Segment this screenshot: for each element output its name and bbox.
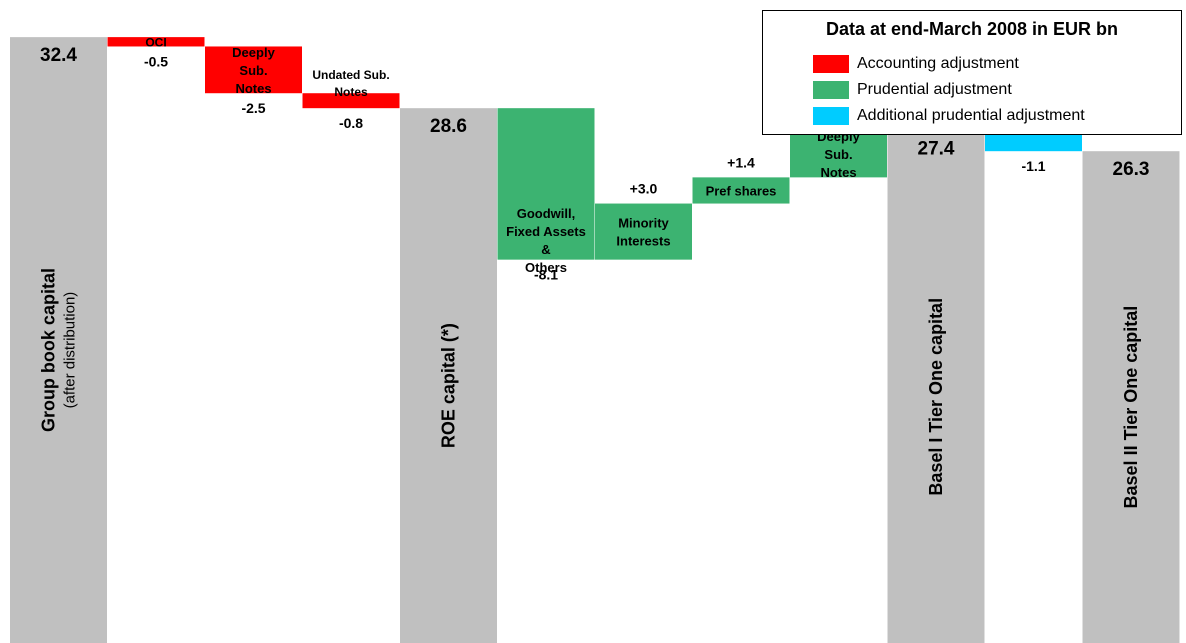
bar-3 (302, 93, 400, 109)
value-label-5: -8.1 (534, 267, 558, 283)
bar-1 (107, 37, 205, 47)
category-label-2: Deeply Sub. Notes (232, 45, 275, 96)
bar-6 (595, 203, 692, 260)
bar-10 (985, 130, 1082, 152)
legend-swatch-accounting (813, 55, 849, 73)
chart-title: Data at end-March 2008 in EUR bn (825, 19, 1119, 39)
value-label-4: 28.6 (430, 116, 467, 137)
bar-8 (790, 130, 887, 178)
value-label-6: +3.0 (630, 181, 658, 197)
legend-swatch-additional-prudential (813, 107, 849, 125)
legend-swatch-prudential (813, 81, 849, 99)
bar-9 (887, 130, 985, 643)
category-label-11: Basel II Tier One capital (1121, 306, 1141, 509)
legend-item-additional-prudential: Additional prudential adjustment (813, 105, 1085, 127)
value-label-9: 27.4 (918, 139, 955, 160)
value-label-11: 26.3 (1113, 159, 1150, 180)
category-label-0: Group book capital (after distribution) (39, 268, 79, 432)
legend-item-accounting: Accounting adjustment (813, 53, 1019, 75)
value-label-0: 32.4 (40, 45, 77, 66)
bar-5 (497, 108, 595, 260)
category-label-4: ROE capital (*) (439, 323, 459, 448)
value-label-10: -1.1 (1021, 158, 1045, 174)
category-label-1: OCI (145, 35, 166, 49)
bar-7 (692, 177, 790, 204)
legend-label-prudential: Prudential adjustment (857, 81, 1012, 98)
value-label-3: -0.8 (339, 115, 363, 131)
legend-label-additional-prudential: Additional prudential adjustment (857, 107, 1085, 124)
legend-item-prudential: Prudential adjustment (813, 79, 1012, 101)
legend-label-accounting: Accounting adjustment (857, 55, 1019, 72)
category-label-3: Undated Sub. Notes (312, 68, 389, 99)
category-label-5: Goodwill, Fixed Assets & Others (506, 206, 586, 275)
bar-0 (10, 37, 107, 643)
chart-legend: Data at end-March 2008 in EUR bn Account… (762, 10, 1182, 135)
value-label-1: -0.5 (144, 53, 168, 69)
bar-11 (1082, 151, 1180, 643)
category-label-6: Minority Interests (616, 216, 670, 249)
category-label-9: Basel I Tier One capital (926, 298, 946, 496)
bar-4 (400, 108, 497, 643)
value-label-7: +1.4 (727, 154, 755, 170)
category-label-7: Pref shares (706, 183, 777, 198)
bar-2 (205, 46, 302, 94)
value-label-2: -2.5 (241, 100, 265, 116)
